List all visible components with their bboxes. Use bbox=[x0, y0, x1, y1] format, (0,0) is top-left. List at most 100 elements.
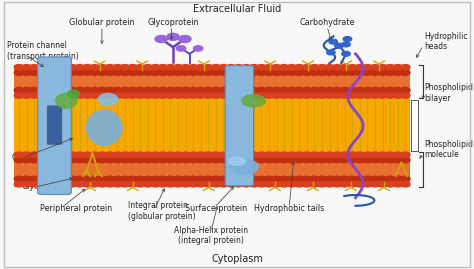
Circle shape bbox=[385, 70, 395, 75]
Circle shape bbox=[241, 176, 251, 182]
Circle shape bbox=[45, 176, 54, 182]
Circle shape bbox=[393, 182, 402, 187]
Circle shape bbox=[272, 87, 281, 93]
Circle shape bbox=[173, 176, 183, 182]
Circle shape bbox=[302, 93, 311, 98]
Circle shape bbox=[370, 87, 380, 93]
Circle shape bbox=[181, 65, 191, 70]
Circle shape bbox=[52, 152, 62, 157]
Circle shape bbox=[52, 65, 62, 70]
Circle shape bbox=[189, 152, 198, 157]
Circle shape bbox=[75, 70, 84, 75]
Circle shape bbox=[105, 152, 115, 157]
Circle shape bbox=[363, 152, 372, 157]
Circle shape bbox=[287, 70, 296, 75]
Circle shape bbox=[347, 182, 357, 187]
Circle shape bbox=[211, 176, 220, 182]
Circle shape bbox=[151, 157, 160, 163]
Circle shape bbox=[355, 157, 365, 163]
Circle shape bbox=[342, 42, 350, 47]
Circle shape bbox=[52, 157, 62, 163]
Circle shape bbox=[14, 93, 24, 98]
Circle shape bbox=[173, 87, 183, 93]
Circle shape bbox=[204, 87, 213, 93]
Circle shape bbox=[287, 182, 296, 187]
Circle shape bbox=[189, 65, 198, 70]
Circle shape bbox=[37, 70, 46, 75]
Circle shape bbox=[226, 152, 236, 157]
Circle shape bbox=[90, 65, 100, 70]
Circle shape bbox=[363, 182, 372, 187]
Circle shape bbox=[181, 157, 191, 163]
Text: Hydrophilic
heads: Hydrophilic heads bbox=[424, 32, 468, 51]
Circle shape bbox=[378, 65, 387, 70]
Circle shape bbox=[234, 93, 243, 98]
Circle shape bbox=[82, 87, 92, 93]
Circle shape bbox=[234, 87, 243, 93]
Circle shape bbox=[67, 65, 77, 70]
Circle shape bbox=[60, 65, 69, 70]
Circle shape bbox=[67, 152, 77, 157]
Bar bbox=[14, 98, 410, 152]
Circle shape bbox=[256, 70, 266, 75]
Circle shape bbox=[22, 176, 31, 182]
Circle shape bbox=[14, 182, 24, 187]
Circle shape bbox=[143, 70, 153, 75]
Circle shape bbox=[166, 152, 175, 157]
Circle shape bbox=[82, 176, 92, 182]
Circle shape bbox=[378, 152, 387, 157]
Text: Peripheral protein: Peripheral protein bbox=[40, 204, 112, 213]
Circle shape bbox=[370, 65, 380, 70]
Circle shape bbox=[219, 65, 228, 70]
Circle shape bbox=[249, 182, 258, 187]
Circle shape bbox=[105, 157, 115, 163]
Circle shape bbox=[332, 87, 342, 93]
Circle shape bbox=[181, 70, 191, 75]
Circle shape bbox=[317, 87, 327, 93]
Circle shape bbox=[340, 70, 349, 75]
Circle shape bbox=[45, 93, 54, 98]
Circle shape bbox=[60, 87, 69, 93]
Circle shape bbox=[173, 93, 183, 98]
Circle shape bbox=[22, 87, 31, 93]
Circle shape bbox=[363, 65, 372, 70]
Text: Hydrophobic tails: Hydrophobic tails bbox=[254, 204, 324, 213]
Circle shape bbox=[151, 176, 160, 182]
Circle shape bbox=[143, 152, 153, 157]
Circle shape bbox=[173, 70, 183, 75]
Circle shape bbox=[193, 46, 203, 51]
Circle shape bbox=[370, 182, 380, 187]
Circle shape bbox=[181, 93, 191, 98]
Circle shape bbox=[37, 87, 46, 93]
Circle shape bbox=[325, 176, 334, 182]
Circle shape bbox=[29, 152, 39, 157]
Circle shape bbox=[67, 93, 77, 98]
Circle shape bbox=[105, 93, 115, 98]
Circle shape bbox=[98, 157, 107, 163]
Circle shape bbox=[45, 70, 54, 75]
Circle shape bbox=[310, 65, 319, 70]
Circle shape bbox=[151, 93, 160, 98]
Circle shape bbox=[256, 152, 266, 157]
Circle shape bbox=[196, 157, 206, 163]
Circle shape bbox=[385, 176, 395, 182]
Circle shape bbox=[317, 176, 327, 182]
Circle shape bbox=[378, 87, 387, 93]
Circle shape bbox=[29, 93, 39, 98]
Circle shape bbox=[287, 152, 296, 157]
Circle shape bbox=[136, 176, 145, 182]
Circle shape bbox=[181, 87, 191, 93]
Circle shape bbox=[75, 176, 84, 182]
Circle shape bbox=[14, 176, 24, 182]
Circle shape bbox=[45, 87, 54, 93]
Circle shape bbox=[385, 152, 395, 157]
Circle shape bbox=[332, 93, 342, 98]
Circle shape bbox=[264, 70, 273, 75]
Circle shape bbox=[143, 176, 153, 182]
Circle shape bbox=[204, 152, 213, 157]
Circle shape bbox=[82, 93, 92, 98]
Circle shape bbox=[385, 182, 395, 187]
Circle shape bbox=[302, 87, 311, 93]
Circle shape bbox=[60, 182, 69, 187]
Circle shape bbox=[105, 176, 115, 182]
